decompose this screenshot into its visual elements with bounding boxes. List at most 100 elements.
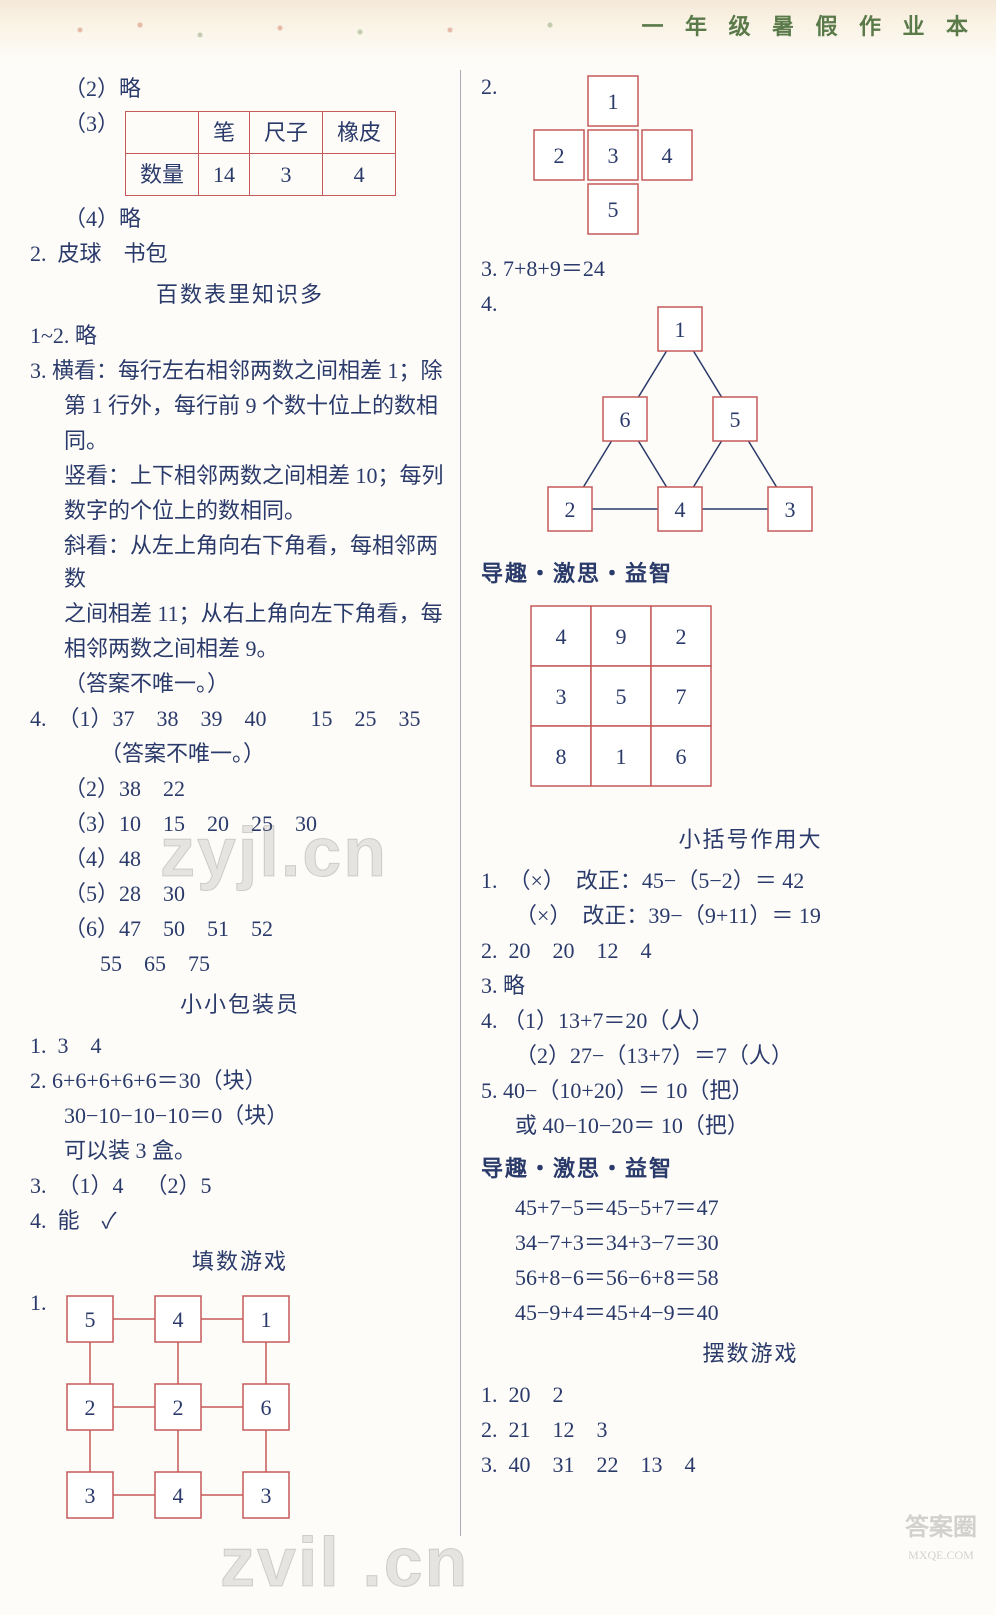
pack-2: 30−10−10−10＝0（块）: [30, 1099, 450, 1132]
section-title-1: 百数表里知识多: [30, 278, 450, 311]
svg-text:2: 2: [553, 143, 564, 168]
pl-2: 3. 40 31 22 13 4: [481, 1448, 960, 1481]
q4-6: （6）47 50 51 52: [30, 912, 450, 945]
br-2: 2. 20 20 12 4: [481, 934, 960, 967]
badge-bottom: MXQE.COM: [896, 1546, 986, 1564]
page-header: 一 年 级 暑 假 作 业 本: [0, 0, 996, 60]
q3-label: （3）: [64, 107, 119, 140]
q3-text-1: 第 1 行外，每行前 9 个数十位上的数相: [30, 389, 450, 422]
svg-text:8: 8: [556, 744, 567, 769]
svg-text:4: 4: [556, 624, 567, 649]
section-title-3: 填数游戏: [30, 1245, 450, 1278]
table-row: 数量 14 3 4: [126, 154, 396, 196]
q3-text-4: 数字的个位上的数相同。: [30, 494, 450, 527]
svg-text:3: 3: [784, 497, 795, 522]
q4-label: 4.: [481, 287, 498, 320]
svg-text:5: 5: [84, 1307, 95, 1332]
pack-5: 4. 能 ✓: [30, 1204, 450, 1237]
svg-text:5: 5: [729, 407, 740, 432]
eq-1: 34−7+3＝34+3−7＝30: [481, 1226, 960, 1259]
left-column: （2）略 （3） 笔 尺子 橡皮 数量 14 3 4 （4）略 2. 皮球 书: [30, 70, 460, 1536]
table-cell: 3: [250, 154, 323, 196]
svg-text:1: 1: [616, 744, 627, 769]
magic-square: 4 9 2 3 5 7 8 1 6: [521, 596, 741, 806]
svg-text:3: 3: [607, 143, 618, 168]
svg-text:7: 7: [676, 684, 687, 709]
q3-text-5: 斜看：从左上角向右下角看，每相邻两数: [30, 529, 450, 595]
br-6: 5. 40−（10+20）＝ 10（把）: [481, 1074, 960, 1107]
svg-text:3: 3: [260, 1483, 271, 1508]
q3-text-6: 之间相差 11；从右上角向左下角看，每: [30, 597, 450, 630]
q4-5: （5）28 30: [30, 877, 450, 910]
svg-text:3: 3: [84, 1483, 95, 1508]
svg-text:1: 1: [607, 89, 618, 114]
cross-diagram: 1 2 3 4 5: [508, 70, 728, 250]
q2-skip: （2）略: [30, 72, 450, 105]
svg-text:2: 2: [172, 1395, 183, 1420]
svg-text:1: 1: [674, 317, 685, 342]
right-column: 2. 12345 3. 7+8+9＝24 4. 165243 导趣・激思・益智 …: [460, 70, 960, 1536]
tree-diagram: 165243: [508, 287, 838, 547]
q3-text-2: 同。: [30, 424, 450, 457]
pack-0: 1. 3 4: [30, 1029, 450, 1062]
br-4: 4. （1）13+7＝20（人）: [481, 1004, 960, 1037]
right-title-3: 导趣・激思・益智: [481, 1152, 960, 1185]
footer-badge: 答案圈 MXQE.COM: [896, 1510, 986, 1590]
pack-4: 3. （1）4 （2）5: [30, 1169, 450, 1202]
right-q3: 3. 7+8+9＝24: [481, 252, 960, 285]
table-cell: 4: [323, 154, 396, 196]
badge-top: 答案圈: [896, 1510, 986, 1546]
svg-text:6: 6: [676, 744, 687, 769]
content: （2）略 （3） 笔 尺子 橡皮 数量 14 3 4 （4）略 2. 皮球 书: [0, 60, 996, 1536]
fill-grid: 541226343: [57, 1286, 357, 1536]
fill-q1-label: 1.: [30, 1286, 47, 1319]
svg-text:6: 6: [260, 1395, 271, 1420]
svg-text:3: 3: [556, 684, 567, 709]
q3-text-7: 相邻两数之间相差 9。: [30, 632, 450, 665]
pl-0: 1. 20 2: [481, 1378, 960, 1411]
pl-1: 2. 21 12 3: [481, 1413, 960, 1446]
svg-text:4: 4: [172, 1483, 183, 1508]
q4-0: 4. （1）37 38 39 40 15 25 35: [30, 702, 450, 735]
svg-text:4: 4: [661, 143, 672, 168]
q12-skip: 1~2. 略: [30, 319, 450, 352]
table-cell: 笔: [199, 112, 250, 154]
br-0: 1. （×） 改正：45−（5−2）＝ 42: [481, 864, 960, 897]
section-title-2: 小小包装员: [30, 988, 450, 1021]
pack-3: 可以装 3 盒。: [30, 1134, 450, 1167]
svg-text:2: 2: [84, 1395, 95, 1420]
q3-text-0: 3. 横看：每行左右相邻两数之间相差 1；除: [30, 354, 450, 387]
table-cell: 14: [199, 154, 250, 196]
q4-1: （答案不唯一。）: [30, 737, 450, 770]
fill-game-row: 1. 541226343: [30, 1286, 450, 1536]
svg-text:2: 2: [564, 497, 575, 522]
table-cell: 尺子: [250, 112, 323, 154]
svg-text:5: 5: [616, 684, 627, 709]
q4-4: （4）48: [30, 842, 450, 875]
eq-2: 56+8−6＝56−6+8＝58: [481, 1261, 960, 1294]
svg-text:2: 2: [676, 624, 687, 649]
q4-3: （3）10 15 20 25 30: [30, 807, 450, 840]
svg-text:9: 9: [616, 624, 627, 649]
br-3: 3. 略: [481, 969, 960, 1002]
table-cell: 数量: [126, 154, 199, 196]
q3-text-3: 竖看：上下相邻两数之间相差 10；每列: [30, 459, 450, 492]
right-title-4: 摆数游戏: [481, 1337, 960, 1370]
svg-text:6: 6: [619, 407, 630, 432]
q3-table: 笔 尺子 橡皮 数量 14 3 4: [125, 111, 396, 196]
svg-text:1: 1: [260, 1307, 271, 1332]
q3-text-8: （答案不唯一。）: [30, 667, 450, 700]
table-row: 笔 尺子 橡皮: [126, 112, 396, 154]
left-item2: 2. 皮球 书包: [30, 237, 450, 270]
table-cell: [126, 112, 199, 154]
right-title-1: 导趣・激思・益智: [481, 557, 960, 590]
table-cell: 橡皮: [323, 112, 396, 154]
br-1: （×） 改正：39−（9+11）＝ 19: [481, 899, 960, 932]
q3-row: （3） 笔 尺子 橡皮 数量 14 3 4: [30, 107, 450, 200]
br-7: 或 40−10−20＝ 10（把）: [481, 1109, 960, 1142]
eq-0: 45+7−5＝45−5+7＝47: [481, 1191, 960, 1224]
eq-3: 45−9+4＝45+4−9＝40: [481, 1296, 960, 1329]
svg-text:5: 5: [607, 197, 618, 222]
right-title-2: 小括号作用大: [481, 823, 960, 856]
q4-7: 55 65 75: [30, 947, 450, 980]
